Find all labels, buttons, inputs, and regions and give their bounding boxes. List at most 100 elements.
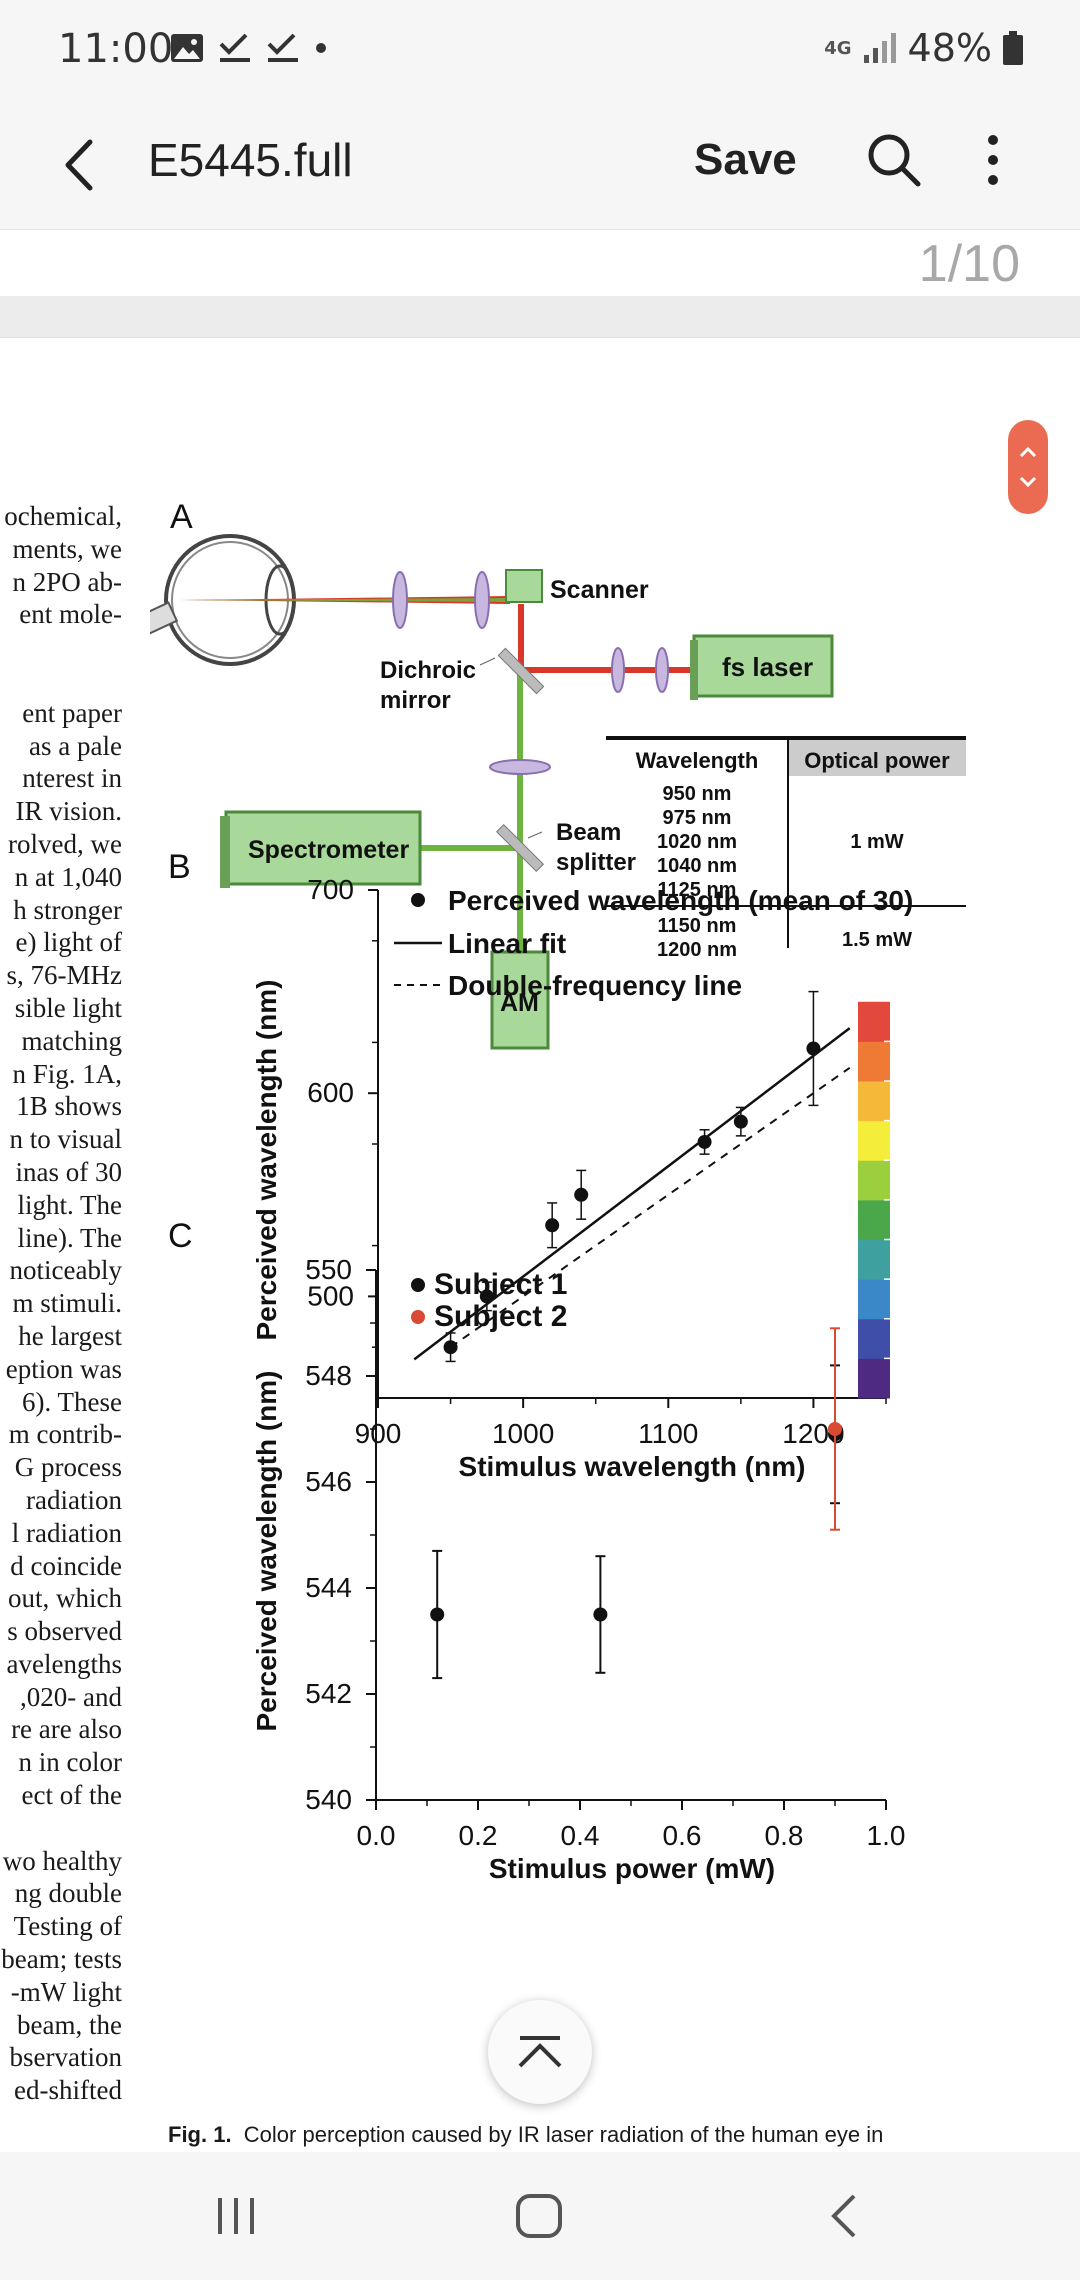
more-options-button[interactable] [968,128,1018,192]
lens [611,647,625,693]
text-line: nterest in [22,763,122,794]
x-tick-label: 0.8 [765,1820,804,1851]
data-point [545,1218,560,1233]
table-cell: 975 nm [663,807,732,829]
dichroic-mirror [497,647,545,695]
status-right: 4G 48% [824,26,1024,70]
data-point [443,1340,458,1355]
data-point [806,1041,821,1056]
x-tick-label: 0.4 [561,1820,600,1851]
green-beam-eye [180,598,510,602]
dichroic-label-1: Dichroic [380,657,476,684]
y-tick-label: 600 [307,1077,354,1108]
text-line: 6). These [22,1386,122,1417]
caption-lead: Fig. 1. [168,2122,232,2147]
legend-label: Double-frequency line [448,970,742,1001]
page-bar: 1/10 [0,230,1080,296]
text-line: as a pale [29,730,122,761]
recents-button[interactable] [212,2194,262,2238]
text-line: eption was [5,1353,122,1384]
am-box [490,950,550,1050]
text-line: m contrib- [8,1419,122,1450]
check-icon [219,33,250,62]
scroll-handle[interactable] [1008,420,1048,514]
y-tick-label: 542 [305,1678,352,1709]
y-axis-label: Perceived wavelength (nm) [251,1370,282,1731]
text-line: ect of the [21,1780,122,1811]
x-tick-label: 0.2 [459,1820,498,1851]
data-point [828,1422,842,1436]
nav-back-button[interactable] [824,2192,864,2240]
text-line [0,1812,122,1845]
legend-marker [411,1278,425,1292]
figure-caption: Fig. 1. Color perception caused by IR la… [168,2122,883,2148]
data-point [697,1134,712,1149]
table-cell: 1125 nm [658,879,737,901]
table-cell: 950 nm [663,783,732,805]
scroll-arrows-icon [1019,446,1037,488]
scroll-to-top-button[interactable] [488,2000,592,2104]
signal-icon [863,33,896,63]
text-line: beam; tests [1,1944,122,1975]
search-button[interactable] [862,128,926,192]
y-tick-label: 544 [305,1572,352,1603]
text-line: wo healthy [2,1845,122,1876]
text-line: sible light [14,992,122,1023]
home-button[interactable] [514,2192,566,2240]
dichroic-label-2: mirror [380,687,451,714]
image-icon [171,34,203,62]
back-button[interactable] [50,130,120,200]
table-cell: 1.5 mW [842,929,912,951]
scanner-label: Scanner [550,576,649,604]
wavelength-power-table: Wavelength Optical power 950 nm 975 nm 1… [606,736,966,961]
panel-label-b: B [168,848,191,886]
text-line: ent paper [22,697,122,728]
caption-text: Color perception caused by IR laser radi… [243,2122,884,2147]
text-line: avelengths [6,1648,122,1679]
recents-icon [218,2198,254,2234]
lens [392,571,408,629]
x-tick-label: 900 [355,1418,402,1449]
legend-label: Subject 1 [434,1268,567,1301]
data-point [430,1607,445,1622]
text-line: -mW light [10,1976,122,2007]
spectrometer-label: Spectrometer [248,836,409,864]
beam-splitter-label-1: Beam [556,819,621,846]
panel-label-c: C [168,1217,193,1255]
beam-splitter [495,823,545,873]
x-axis-label: Stimulus wavelength (nm) [459,1451,806,1482]
nav-back-icon [831,2194,856,2238]
text-line: e) light of [15,927,122,958]
table-cell: 1200 nm [657,939,737,961]
text-line: line). The [17,1222,122,1253]
text-line: re are also [11,1714,122,1745]
double-chevron-up-icon [518,2036,562,2068]
text-line: m stimuli. [12,1288,122,1319]
page-divider [0,296,1080,338]
text-line: n in color [18,1747,122,1778]
legend-label: Perceived wavelength (mean of 30) [448,885,913,916]
status-bar: 11:00 4G 48% [0,0,1080,100]
text-line: light. The [17,1189,123,1220]
network-type: 4G [824,37,852,59]
text-line: bservation [9,2042,122,2073]
lens [474,571,490,629]
x-tick-label: 1.0 [867,1820,906,1851]
save-button[interactable]: Save [694,135,797,184]
colorbar-segment [858,1160,890,1201]
battery-percent: 48% [907,26,992,70]
y-tick-label: 550 [305,1254,352,1285]
colorbar-segment [858,1279,890,1320]
table-cell: 1020 nm [657,831,737,853]
document-page[interactable]: ochemical, ments, we n 2PO ab-ent mole-ent… [0,340,1080,2152]
text-line: out, which [8,1583,122,1614]
x-tick-label: 0.6 [663,1820,702,1851]
am-label: AM [500,989,539,1017]
colorbar-segment [858,1318,890,1359]
text-line: he largest [18,1320,122,1351]
x-tick-label: 0.0 [357,1820,396,1851]
text-line: ,020- and [20,1681,122,1712]
y-axis-label: Perceived wavelength (nm) [251,979,282,1340]
double-frequency-line [449,1066,851,1349]
document-title: E5445.full [148,134,353,186]
